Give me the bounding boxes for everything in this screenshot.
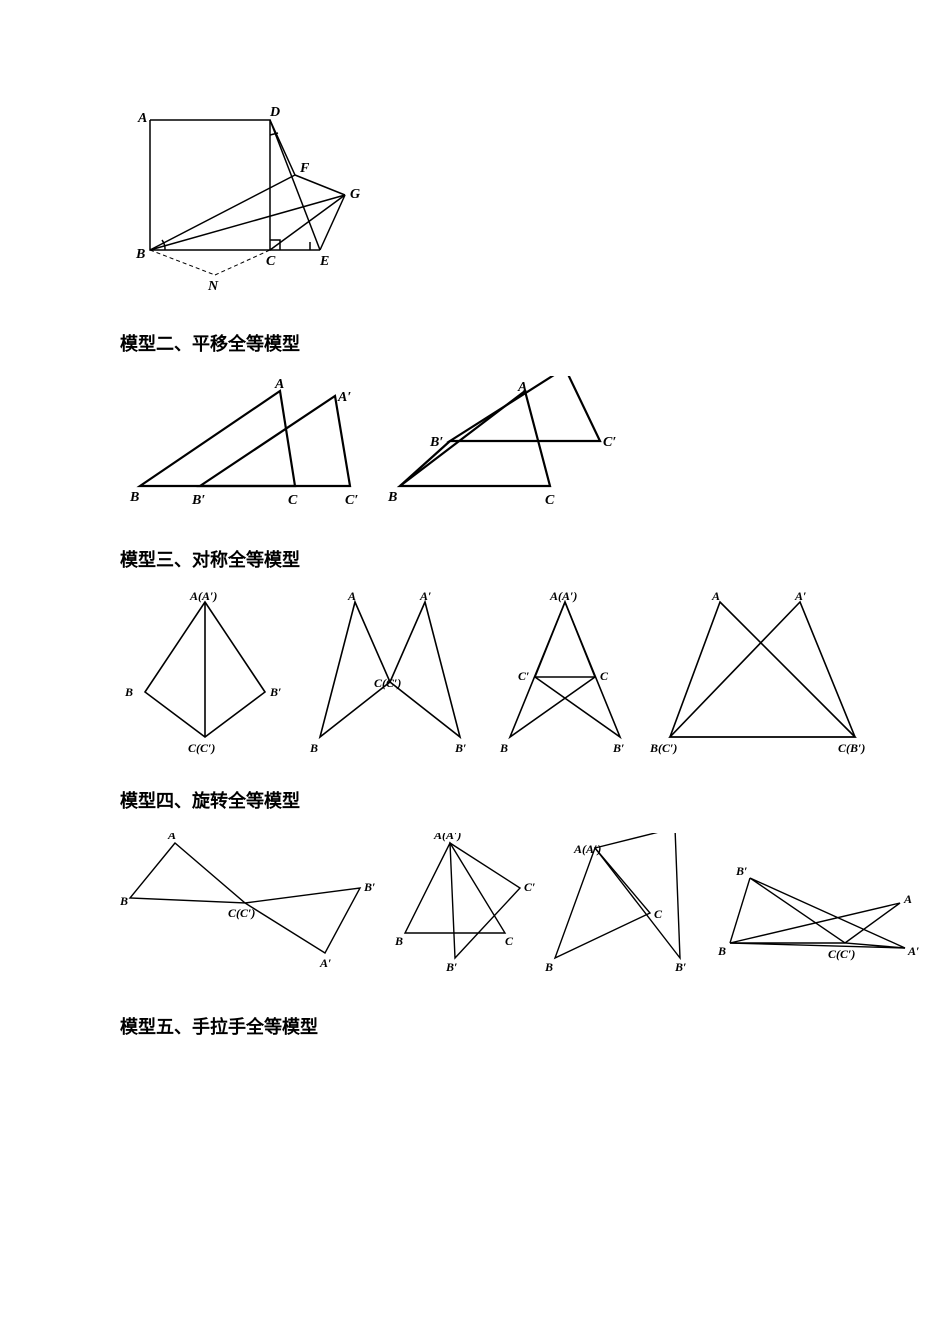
f3d3-C: C xyxy=(600,669,609,683)
f2b-Cp: C′ xyxy=(603,435,616,450)
f4d1-B: B xyxy=(120,894,128,908)
f4d4-B: B xyxy=(717,944,726,958)
label-B: B xyxy=(135,247,145,262)
figure-3-symmetry: A(A′) B C(C′) B′ A A′ C(C′) B B′ A(A′) C… xyxy=(120,592,830,757)
f3d2-Bp: B′ xyxy=(454,741,466,755)
f3d1-Bp: B′ xyxy=(269,685,281,699)
f2b-Ap: A′ xyxy=(567,376,581,378)
f2-B: B xyxy=(129,490,139,505)
fig3-svg: A(A′) B C(C′) B′ A A′ C(C′) B B′ A(A′) C… xyxy=(120,592,890,757)
f3d1-A: A(A′) xyxy=(189,592,217,603)
f2-Ap: A′ xyxy=(337,390,351,405)
f4d4-CC: C(C′) xyxy=(828,947,855,961)
fig1-svg: A B C D E F G N xyxy=(120,100,400,300)
f2-A: A xyxy=(274,377,284,392)
heading-model-2: 模型二、平移全等模型 xyxy=(120,330,830,356)
f3d1-B: B xyxy=(124,685,133,699)
f4d1-Bp: B′ xyxy=(363,880,375,894)
heading-model-4: 模型四、旋转全等模型 xyxy=(120,787,830,813)
f4d2-Bp: B′ xyxy=(445,960,457,974)
label-N: N xyxy=(207,279,219,294)
label-D: D xyxy=(269,105,280,120)
f3d4-BC: B(C′) xyxy=(649,741,677,755)
f4d3-A: A(A′) xyxy=(573,842,601,856)
f3d2-B: B xyxy=(309,741,318,755)
f4d2-A: A(A′) xyxy=(433,833,461,842)
label-G: G xyxy=(350,187,360,202)
f4d4-Ap: A′ xyxy=(907,944,919,958)
figure-4-rotation: A B C(C′) B′ A′ A(A′) B C B′ C′ A(A′) B … xyxy=(120,833,830,983)
f4d3-Cp: C′ xyxy=(678,833,689,834)
heading-model-3: 模型三、对称全等模型 xyxy=(120,546,830,572)
f4d1-Ap: A′ xyxy=(319,956,331,970)
f2b-Bp: B′ xyxy=(429,435,443,450)
f3d3-Bp: B′ xyxy=(612,741,624,755)
f3d2-CC: C(C′) xyxy=(374,676,401,690)
f4d2-Cp: C′ xyxy=(524,880,535,894)
f2b-A: A xyxy=(517,380,527,395)
f2-Cp: C′ xyxy=(345,493,358,508)
f4d3-B: B xyxy=(544,960,553,974)
f3d2-A: A xyxy=(347,592,356,603)
f4d3-C: C xyxy=(654,907,663,921)
f3d1-C: C(C′) xyxy=(188,741,215,755)
figure-2-translation: A B C A′ B′ C′ A B C A′ B′ C′ xyxy=(120,376,830,516)
f4d1-CC: C(C′) xyxy=(228,906,255,920)
f3d4-A: A xyxy=(711,592,720,603)
figure-1-square-construction: A B C D E F G N xyxy=(120,100,830,300)
fig4-svg: A B C(C′) B′ A′ A(A′) B C B′ C′ A(A′) B … xyxy=(120,833,930,983)
f2-Bp: B′ xyxy=(191,493,205,508)
f4d2-C: C xyxy=(505,934,514,948)
f4d4-A: A xyxy=(903,892,912,906)
f2-C: C xyxy=(288,493,298,508)
heading-model-5: 模型五、手拉手全等模型 xyxy=(120,1013,830,1039)
f4d2-B: B xyxy=(394,934,403,948)
f4d3-Bp: B′ xyxy=(674,960,686,974)
f3d2-Ap: A′ xyxy=(419,592,431,603)
label-F: F xyxy=(299,161,310,176)
f3d4-Ap: A′ xyxy=(794,592,806,603)
f2b-B: B xyxy=(387,490,397,505)
f3d4-CB: C(B′) xyxy=(838,741,865,755)
label-C: C xyxy=(266,254,276,269)
label-E: E xyxy=(319,254,329,269)
fig2-svg: A B C A′ B′ C′ A B C A′ B′ C′ xyxy=(120,376,680,516)
f2b-C: C xyxy=(545,493,555,508)
f4d1-A: A xyxy=(167,833,176,842)
f4d4-Bp: B′ xyxy=(735,864,747,878)
f3d3-Cp: C′ xyxy=(518,669,529,683)
f3d3-A: A(A′) xyxy=(549,592,577,603)
f3d3-B: B xyxy=(499,741,508,755)
label-A: A xyxy=(137,111,147,126)
